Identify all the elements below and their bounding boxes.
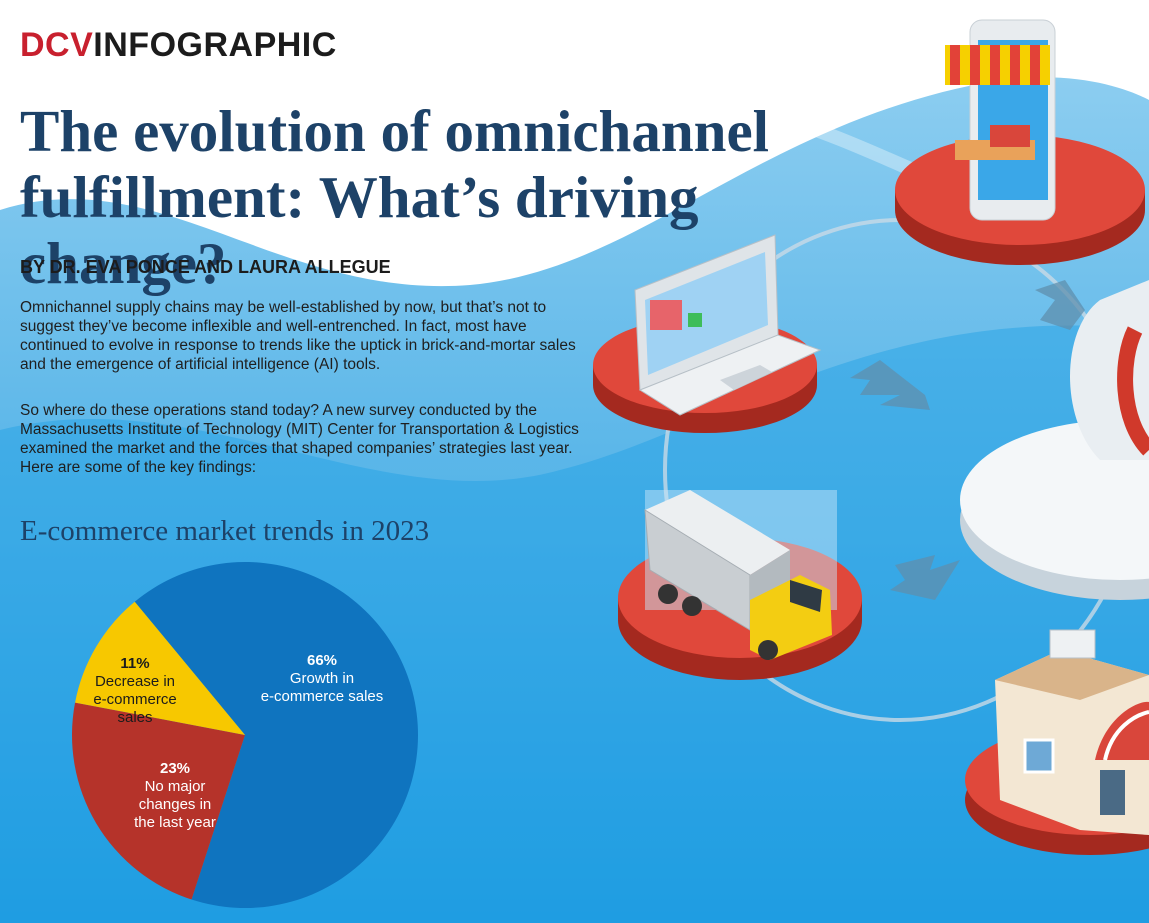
brand-suffix: INFOGRAPHIC xyxy=(93,26,337,64)
pie-slice-66 xyxy=(134,562,418,908)
pie-slice-11 xyxy=(75,601,246,735)
intro-paragraph-2: So where do these operations stand today… xyxy=(20,402,579,476)
pie-label-23: 23% No major changes in the last year xyxy=(134,760,216,831)
chart-title: E-commerce market trends in 2023 xyxy=(20,515,430,547)
brand-logo: DCVINFOGRAPHIC xyxy=(20,26,337,65)
pie-label-66: 66% Growth in e-commerce sales xyxy=(261,652,384,705)
intro-paragraph-1: Omnichannel supply chains may be well-es… xyxy=(20,299,576,373)
pie-chart: 66% Growth in e-commerce sales 23% No major c… xyxy=(72,562,418,908)
pie-slice-23 xyxy=(72,702,245,900)
byline: BY DR. EVA PONCE AND LAURA ALLEGUE xyxy=(20,257,391,277)
page-title: The evolution of omnichannel fulfillment… xyxy=(20,98,770,296)
pie-label-11: 11% Decrease in e-commerce sales xyxy=(93,655,176,726)
brand-prefix: DCV xyxy=(20,26,94,64)
